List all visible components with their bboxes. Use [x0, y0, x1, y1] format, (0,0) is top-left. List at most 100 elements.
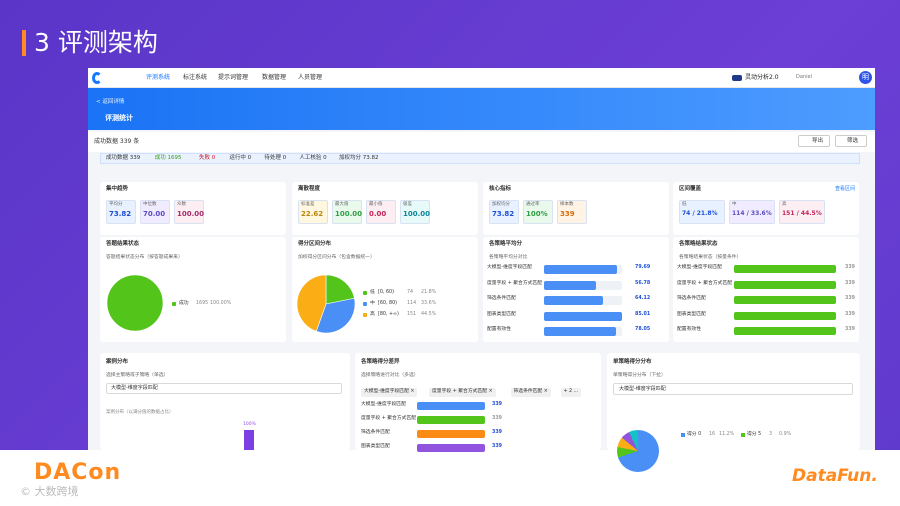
panel: [483, 237, 669, 342]
legend-pct: 0.9%: [779, 432, 792, 437]
bar: [544, 327, 616, 336]
metric-value: 74 / 21.8%: [682, 210, 718, 217]
metric-box: [400, 200, 430, 224]
metric-value: 70.00: [143, 210, 166, 218]
metric-value: 100%: [526, 210, 548, 218]
legend-swatch: [681, 433, 685, 437]
legend-label: 成功: [179, 301, 189, 306]
panel-title: 单策略得分分布: [613, 359, 652, 365]
bar: [544, 280, 597, 290]
panel-subtitle: 单策略得分分布（下拉）: [613, 373, 666, 378]
legend-count: 114: [407, 301, 417, 306]
tag[interactable]: 大模型-维度字段匹配 ×: [361, 388, 418, 397]
nav-item[interactable]: 人员管理: [298, 74, 323, 81]
metric-box: [298, 200, 328, 224]
status-item: 人工核验 0: [299, 155, 327, 161]
bar: [417, 416, 485, 424]
legend-count: 74: [407, 290, 414, 295]
metric-value: 22.62: [301, 210, 324, 218]
metric-box: [779, 200, 825, 224]
bar-label: 筛选条件匹配: [487, 296, 516, 301]
pie-chart: [297, 275, 355, 333]
legend-pct: 33.6%: [421, 301, 437, 306]
metric-box: [489, 200, 519, 224]
pie-slice: [107, 275, 163, 331]
status-item: 成功数据 339: [106, 155, 141, 161]
select-value[interactable]: 大模型-维度字段匹配: [619, 385, 666, 392]
header-band: [88, 88, 875, 130]
tag[interactable]: 度量字段 + 聚合方式匹配 ×: [429, 388, 496, 397]
metric-box: [729, 200, 775, 224]
tag[interactable]: + 2 ...: [560, 388, 582, 397]
panel-subtitle: 各策略平均分对比: [489, 255, 528, 260]
bar-label: 大模型-维度字段匹配: [487, 265, 532, 270]
metric-box: [679, 200, 725, 224]
card-link[interactable]: 查看区间: [835, 186, 856, 192]
metric-value: 114 / 33.6%: [732, 210, 772, 217]
bar-label: 筛选条件匹配: [361, 430, 390, 435]
bar-label: 大模型-维度字段匹配: [361, 402, 406, 407]
metric-box: [557, 200, 587, 224]
metric-label: 众数: [177, 202, 186, 207]
bar: [734, 265, 836, 273]
select[interactable]: [106, 383, 342, 394]
export-label[interactable]: 导出: [812, 137, 824, 144]
status-item: 失败 0: [199, 155, 216, 161]
filter-button[interactable]: [835, 135, 867, 147]
legend-count: 3: [769, 432, 773, 437]
bar-value: 339: [845, 327, 856, 332]
watermark: © 大数跨境: [20, 485, 79, 498]
bar-label: 筛选条件匹配: [677, 296, 706, 301]
filter-label[interactable]: 筛选: [847, 137, 859, 144]
select-value[interactable]: 大模型-维度字段匹配: [111, 385, 158, 391]
nav-bar: [88, 68, 875, 88]
metric-box: [523, 200, 553, 224]
nav-item[interactable]: 提示词管理: [218, 74, 249, 81]
bar: [544, 296, 603, 305]
nav-item[interactable]: 标注系统: [183, 74, 208, 81]
metric-box: [140, 200, 170, 224]
metric-value: 151 / 44.5%: [782, 210, 822, 217]
export-button[interactable]: [798, 135, 830, 147]
bar-label: 图表类型匹配: [487, 311, 516, 317]
panel: [673, 237, 859, 342]
metric-label: 极差: [403, 202, 412, 207]
select[interactable]: [613, 383, 853, 395]
bar: [734, 311, 836, 320]
metric-value: 73.82: [492, 210, 515, 218]
status-item: 加权均分 73.82: [339, 155, 379, 161]
legend-swatch: [363, 313, 367, 317]
bar-label: 大模型-维度字段匹配: [677, 265, 722, 270]
legend-swatch: [363, 302, 367, 306]
metric-value: 100.00: [335, 210, 363, 218]
user-name: Daniel: [796, 74, 812, 80]
status-item: 成功 1695: [154, 155, 182, 161]
bar-value: 85.01: [635, 311, 651, 317]
pie-slice: [297, 275, 327, 332]
bar-value: 339: [492, 416, 503, 421]
bar-value: 339: [845, 280, 856, 286]
summary-label: 成功数据 339 条: [94, 138, 140, 145]
status-item: 待处理 0: [264, 155, 287, 161]
legend-pct: 100.00%: [210, 301, 232, 306]
tag[interactable]: 筛选条件匹配 ×: [510, 388, 551, 397]
metric-label: 最小值: [369, 202, 383, 207]
bar-value: 339: [845, 296, 856, 301]
summary-bar: [88, 132, 875, 152]
card-title: 离散程度: [298, 186, 321, 192]
bar-label: 度量字段 + 聚合方式匹配: [487, 280, 543, 286]
back-link[interactable]: < 返回详情: [96, 99, 125, 105]
panel-subtitle: 选择主策略或子策略（单选）: [106, 373, 169, 378]
bar: [734, 280, 836, 289]
bar-value: 56.78: [635, 280, 651, 286]
avatar[interactable]: 明: [859, 71, 872, 84]
metric-box: [332, 200, 362, 224]
legend-pct: 11.2%: [719, 432, 735, 437]
bar-label: 度量字段 + 聚合方式匹配: [361, 416, 417, 421]
nav-item[interactable]: 数据管理: [262, 74, 287, 81]
pie-decoration: [617, 430, 659, 472]
bar: [544, 265, 618, 274]
legend-count: 16: [709, 432, 716, 437]
card-title: 区间覆盖: [679, 186, 702, 192]
nav-item[interactable]: 评测系统: [146, 74, 171, 81]
